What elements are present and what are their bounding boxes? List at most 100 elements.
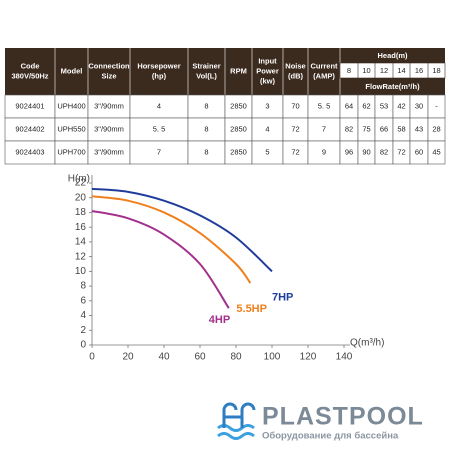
head-value: 14 xyxy=(397,66,405,75)
head-value: 12 xyxy=(380,66,388,75)
cell-text: 9 xyxy=(322,147,326,156)
column-header: Vol(L) xyxy=(196,71,217,80)
cell-text: 66 xyxy=(380,124,388,133)
column-header: (dB) xyxy=(288,71,303,80)
y-tick-label: 10 xyxy=(75,266,87,277)
cell-text: 3 xyxy=(265,101,269,110)
series-label: 7HP xyxy=(272,291,293,303)
column-header: Power xyxy=(256,66,279,75)
cell-text: 72 xyxy=(291,147,299,156)
cell-text: 8 xyxy=(204,101,208,110)
cell-text: 72 xyxy=(291,124,299,133)
cell-text: 3"/90mm xyxy=(94,147,124,156)
y-tick-label: 4 xyxy=(80,310,86,321)
cell-text: 90 xyxy=(362,147,370,156)
y-tick-label: 22 xyxy=(75,178,87,189)
series-label: 5.5HP xyxy=(236,303,267,315)
head-values-bg xyxy=(339,62,446,79)
x-tick-label: 140 xyxy=(336,352,353,363)
head-title: Head(m) xyxy=(377,51,408,60)
head-value: 18 xyxy=(432,66,440,75)
cell-text: 64 xyxy=(345,101,353,110)
cell-text: 3"/90mm xyxy=(94,101,124,110)
cell-text: 53 xyxy=(380,101,388,110)
x-tick-label: 60 xyxy=(194,352,206,363)
y-tick-label: 8 xyxy=(80,281,86,292)
cell-text: 58 xyxy=(397,124,405,133)
cell-text: 7 xyxy=(322,124,326,133)
cell-text: 2850 xyxy=(230,124,247,133)
cell-text: 28 xyxy=(432,124,440,133)
cell-text: UPH700 xyxy=(57,147,85,156)
y-tick-label: 16 xyxy=(75,222,87,233)
curve xyxy=(91,187,273,273)
cell-text: 75 xyxy=(362,124,370,133)
head-value: 8 xyxy=(347,66,351,75)
y-tick-label: 20 xyxy=(75,192,87,203)
column-header: Size xyxy=(101,71,116,80)
cell-text: 9024402 xyxy=(15,124,44,133)
column-header: Horsepower xyxy=(137,61,180,70)
cell-text: 5. 5 xyxy=(318,101,331,110)
x-tick-label: 20 xyxy=(122,352,134,363)
cell-text: 8 xyxy=(204,147,208,156)
cell-text: 5. 5 xyxy=(153,124,166,133)
cell-text: UPH550 xyxy=(57,124,85,133)
cell-text: 62 xyxy=(362,101,370,110)
cell-text: 4 xyxy=(265,124,269,133)
y-tick-label: 14 xyxy=(75,237,87,248)
table-cell xyxy=(427,140,446,165)
cell-text: 30 xyxy=(415,101,423,110)
cell-text: 8 xyxy=(204,124,208,133)
flow-title: FlowRate(m³/h) xyxy=(365,82,420,91)
column-header: Model xyxy=(61,66,83,75)
cell-text: 3"/90mm xyxy=(94,124,124,133)
x-tick-label: 40 xyxy=(158,352,170,363)
y-tick-label: 0 xyxy=(80,340,86,351)
cell-text: 70 xyxy=(291,101,299,110)
x-tick-label: 100 xyxy=(264,352,281,363)
column-header: Strainer xyxy=(192,61,220,70)
cell-text: - xyxy=(435,101,438,110)
x-axis-label: Q(m³/h) xyxy=(350,338,384,349)
x-tick-label: 120 xyxy=(300,352,317,363)
curve xyxy=(91,210,230,309)
logo-name: PLASTPOOL xyxy=(262,403,424,431)
column-header: 380V/50Hz xyxy=(11,71,48,80)
column-header: RPM xyxy=(230,66,247,75)
column-header: Noise xyxy=(285,61,305,70)
head-value: 16 xyxy=(415,66,423,75)
column-header: Current xyxy=(310,61,338,70)
curve xyxy=(91,195,252,284)
cell-text: 96 xyxy=(345,147,353,156)
cell-text: 5 xyxy=(265,147,269,156)
cell-text: UPH400 xyxy=(57,101,85,110)
head-value: 10 xyxy=(362,66,370,75)
column-header: (kw) xyxy=(260,76,276,85)
cell-text: 2850 xyxy=(230,147,247,156)
cell-text: 2850 xyxy=(230,101,247,110)
cell-text: 42 xyxy=(397,101,405,110)
cell-text: 7 xyxy=(157,147,161,156)
cell-text: 60 xyxy=(415,147,423,156)
column-header: Connection xyxy=(88,61,130,70)
cell-text: 9024403 xyxy=(15,147,44,156)
y-tick-label: 2 xyxy=(80,325,86,336)
column-header: (AMP) xyxy=(313,71,335,80)
cell-text: 82 xyxy=(345,124,353,133)
cell-text: 4 xyxy=(157,101,161,110)
logo-tagline: Оборудование для бассейна xyxy=(262,431,399,442)
y-tick-label: 18 xyxy=(75,207,87,218)
x-tick-label: 0 xyxy=(89,352,95,363)
cell-text: 43 xyxy=(415,124,423,133)
series-label: 4HP xyxy=(209,314,230,326)
cell-text: 9024401 xyxy=(15,101,44,110)
cell-text: 45 xyxy=(432,147,440,156)
y-tick-label: 12 xyxy=(75,251,87,262)
cell-text: 82 xyxy=(380,147,388,156)
column-header: Input xyxy=(258,56,277,65)
y-axis-label: H(m) xyxy=(68,174,90,185)
column-header: Code xyxy=(21,61,40,70)
column-header: (hp) xyxy=(152,71,167,80)
